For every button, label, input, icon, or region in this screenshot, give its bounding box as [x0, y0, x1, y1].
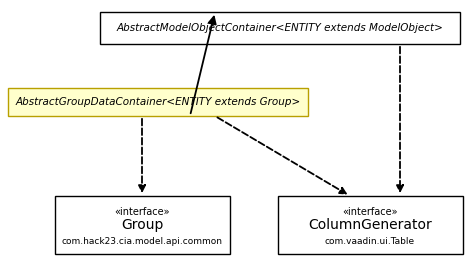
- FancyBboxPatch shape: [100, 12, 460, 44]
- Text: com.vaadin.ui.Table: com.vaadin.ui.Table: [325, 237, 415, 246]
- Text: com.hack23.cia.model.api.common: com.hack23.cia.model.api.common: [61, 237, 222, 246]
- Text: «interface»: «interface»: [342, 207, 398, 217]
- FancyBboxPatch shape: [278, 196, 463, 254]
- Text: Group: Group: [121, 218, 163, 232]
- Text: AbstractModelObjectContainer<ENTITY extends ModelObject>: AbstractModelObjectContainer<ENTITY exte…: [116, 23, 444, 33]
- FancyBboxPatch shape: [55, 196, 230, 254]
- Text: «interface»: «interface»: [114, 207, 170, 217]
- Text: ColumnGenerator: ColumnGenerator: [308, 218, 432, 232]
- Text: AbstractGroupDataContainer<ENTITY extends Group>: AbstractGroupDataContainer<ENTITY extend…: [16, 97, 301, 107]
- FancyBboxPatch shape: [8, 88, 308, 116]
